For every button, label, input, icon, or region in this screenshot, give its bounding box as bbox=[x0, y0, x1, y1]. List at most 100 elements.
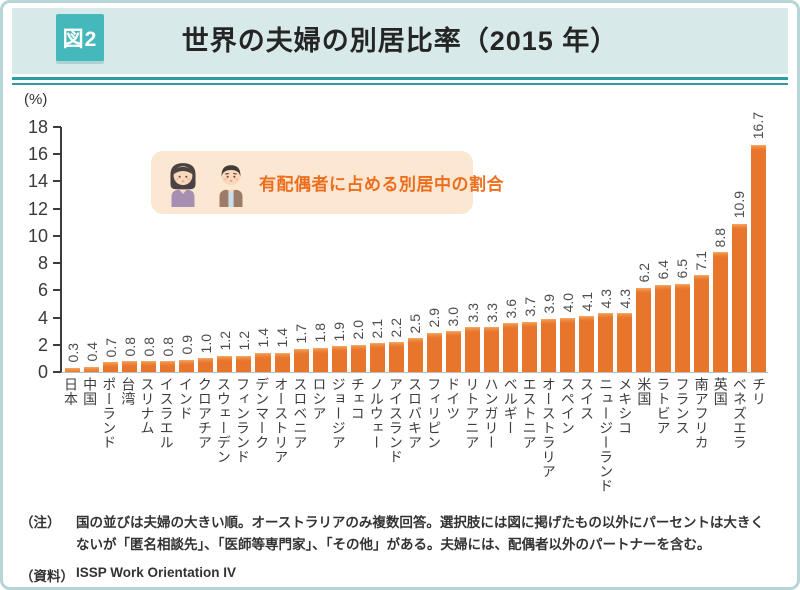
bar bbox=[312, 347, 328, 372]
x-axis-label: 南アフリカ bbox=[693, 377, 710, 450]
x-label-cell: 英国 bbox=[711, 377, 730, 503]
x-axis-label: クロアチア bbox=[196, 377, 213, 450]
x-label-cell: スウェーデン bbox=[214, 377, 233, 503]
legend-label: 有配偶者に占める別居中の割合 bbox=[259, 175, 504, 194]
x-label-cell: ベネズエラ bbox=[730, 377, 749, 503]
bar-slot: 1.0 bbox=[196, 127, 215, 372]
x-axis-label: メキシコ bbox=[617, 377, 634, 435]
x-axis-label: インド bbox=[177, 377, 194, 421]
x-label-cell: オーストリア bbox=[271, 377, 290, 503]
bar-slot: 3.7 bbox=[520, 127, 539, 372]
bar bbox=[388, 342, 404, 372]
bar-slot: 0.9 bbox=[177, 127, 196, 372]
x-axis-label: スペイン bbox=[559, 377, 576, 435]
x-label-cell: フィンランド bbox=[233, 377, 252, 503]
x-axis-label: ニュージーランド bbox=[598, 377, 615, 493]
source-label: （資料） bbox=[20, 568, 74, 584]
x-axis-label: イスラエル bbox=[158, 377, 175, 450]
x-label-cell: オーストラリア bbox=[539, 377, 558, 503]
x-label-cell: 米国 bbox=[634, 377, 653, 503]
bar-slot: 2.1 bbox=[368, 127, 387, 372]
bar-value-label: 0.8 bbox=[159, 336, 176, 357]
y-tick-label: 12 bbox=[27, 198, 48, 219]
note-label: （注） bbox=[20, 515, 61, 530]
x-axis-label: デンマーク bbox=[254, 377, 271, 450]
x-axis-label: フィンランド bbox=[235, 377, 252, 464]
bar bbox=[103, 362, 119, 372]
x-label-cell: インド bbox=[176, 377, 195, 503]
bar bbox=[255, 352, 271, 372]
bars-row: 0.3 0.4 0.7 0.8 0.8 0.8 0.9 1.0 1.2 1.2 1.4 1.4 1.7 1… bbox=[63, 112, 768, 372]
bar bbox=[426, 332, 442, 372]
x-axis-label: ベルギー bbox=[502, 377, 519, 435]
bar bbox=[445, 331, 461, 372]
x-label-cell: アイスランド bbox=[386, 377, 405, 503]
bar-value-label: 6.5 bbox=[674, 259, 691, 279]
x-label-cell: チェコ bbox=[348, 377, 367, 503]
bar-value-label: 2.9 bbox=[426, 308, 443, 328]
x-axis-label: ラトビア bbox=[655, 377, 672, 435]
bar-slot: 1.4 bbox=[253, 127, 272, 372]
x-axis-label: チェコ bbox=[349, 377, 366, 421]
y-tick: 14 bbox=[28, 171, 61, 191]
x-label-cell: ロシア bbox=[309, 377, 328, 503]
x-axis-label: スウェーデン bbox=[215, 377, 232, 464]
y-tick-label: 16 bbox=[27, 144, 48, 165]
bar-value-label: 8.8 bbox=[712, 227, 729, 248]
bar-slot: 8.8 bbox=[711, 127, 730, 372]
bar bbox=[293, 348, 309, 372]
bar-value-label: 4.3 bbox=[616, 289, 633, 309]
x-label-cell: 中国 bbox=[80, 377, 99, 503]
y-tick: 6 bbox=[38, 280, 61, 300]
x-axis-label: チリ bbox=[750, 377, 767, 406]
y-tick: 16 bbox=[28, 144, 61, 164]
bar-slot: 7.1 bbox=[692, 127, 711, 372]
y-tick-label: 18 bbox=[27, 117, 48, 137]
x-axis-labels: 日本 中国 ポーランド 台湾 スリナム イスラエル インド クロアチア スウェーデン フィンランド… bbox=[61, 377, 768, 503]
bar-slot: 6.2 bbox=[634, 127, 653, 372]
bar-value-label: 2.2 bbox=[388, 317, 405, 338]
bar-slot: 6.4 bbox=[653, 127, 672, 372]
bar-value-label: 0.3 bbox=[64, 343, 81, 363]
bar bbox=[731, 223, 747, 372]
x-label-cell: ドイツ bbox=[443, 377, 462, 503]
x-axis-label: エストニア bbox=[521, 377, 538, 450]
bar-slot: 0.3 bbox=[63, 127, 82, 372]
x-label-cell: 台湾 bbox=[118, 377, 137, 503]
bar bbox=[560, 317, 576, 372]
page-title: 世界の夫婦の別居比率（2015 年） bbox=[181, 26, 619, 56]
x-axis-label: オーストリア bbox=[273, 377, 290, 464]
header-band: 図2 世界の夫婦の別居比率（2015 年） bbox=[12, 8, 788, 74]
x-axis-label: ハンガリー bbox=[483, 377, 500, 450]
note-text: 国の並びは夫婦の大きい順。オーストラリアのみ複数回答。選択肢には図に掲げたもの以… bbox=[76, 515, 764, 552]
x-label-cell: 南アフリカ bbox=[692, 377, 711, 503]
x-axis-label: 英国 bbox=[712, 377, 729, 406]
bar-slot: 3.6 bbox=[501, 127, 520, 372]
bar-slot: 1.7 bbox=[292, 127, 311, 372]
x-label-cell: スロバキア bbox=[405, 377, 424, 503]
bar-value-label: 0.9 bbox=[178, 335, 195, 355]
x-axis-label: ドイツ bbox=[445, 377, 462, 421]
source-text: ISSP Work Orientation IV bbox=[76, 564, 237, 580]
x-axis-label: スリナム bbox=[139, 377, 156, 435]
bar-value-label: 4.1 bbox=[578, 291, 595, 312]
bar-value-label: 0.8 bbox=[140, 336, 157, 357]
bar-slot: 0.4 bbox=[82, 127, 101, 372]
bar-value-label: 1.2 bbox=[235, 331, 252, 351]
bar bbox=[636, 287, 652, 372]
bar-value-label: 0.7 bbox=[102, 338, 119, 358]
y-tick-label: 10 bbox=[27, 225, 48, 246]
x-axis-label: ノルウェー bbox=[368, 377, 385, 450]
y-tick-label: 6 bbox=[37, 280, 48, 301]
x-label-cell: ノルウェー bbox=[367, 377, 386, 503]
x-axis-label: スイス bbox=[579, 377, 595, 421]
x-axis-label: リトアニア bbox=[464, 377, 481, 450]
bar-slot: 0.8 bbox=[158, 127, 177, 372]
x-label-cell: ポーランド bbox=[99, 377, 118, 503]
bar-value-label: 3.7 bbox=[521, 297, 538, 317]
bar bbox=[122, 361, 138, 372]
bar-slot: 2.2 bbox=[387, 127, 406, 372]
bar-slot: 0.8 bbox=[139, 127, 158, 372]
bar-slot: 1.2 bbox=[234, 127, 253, 372]
